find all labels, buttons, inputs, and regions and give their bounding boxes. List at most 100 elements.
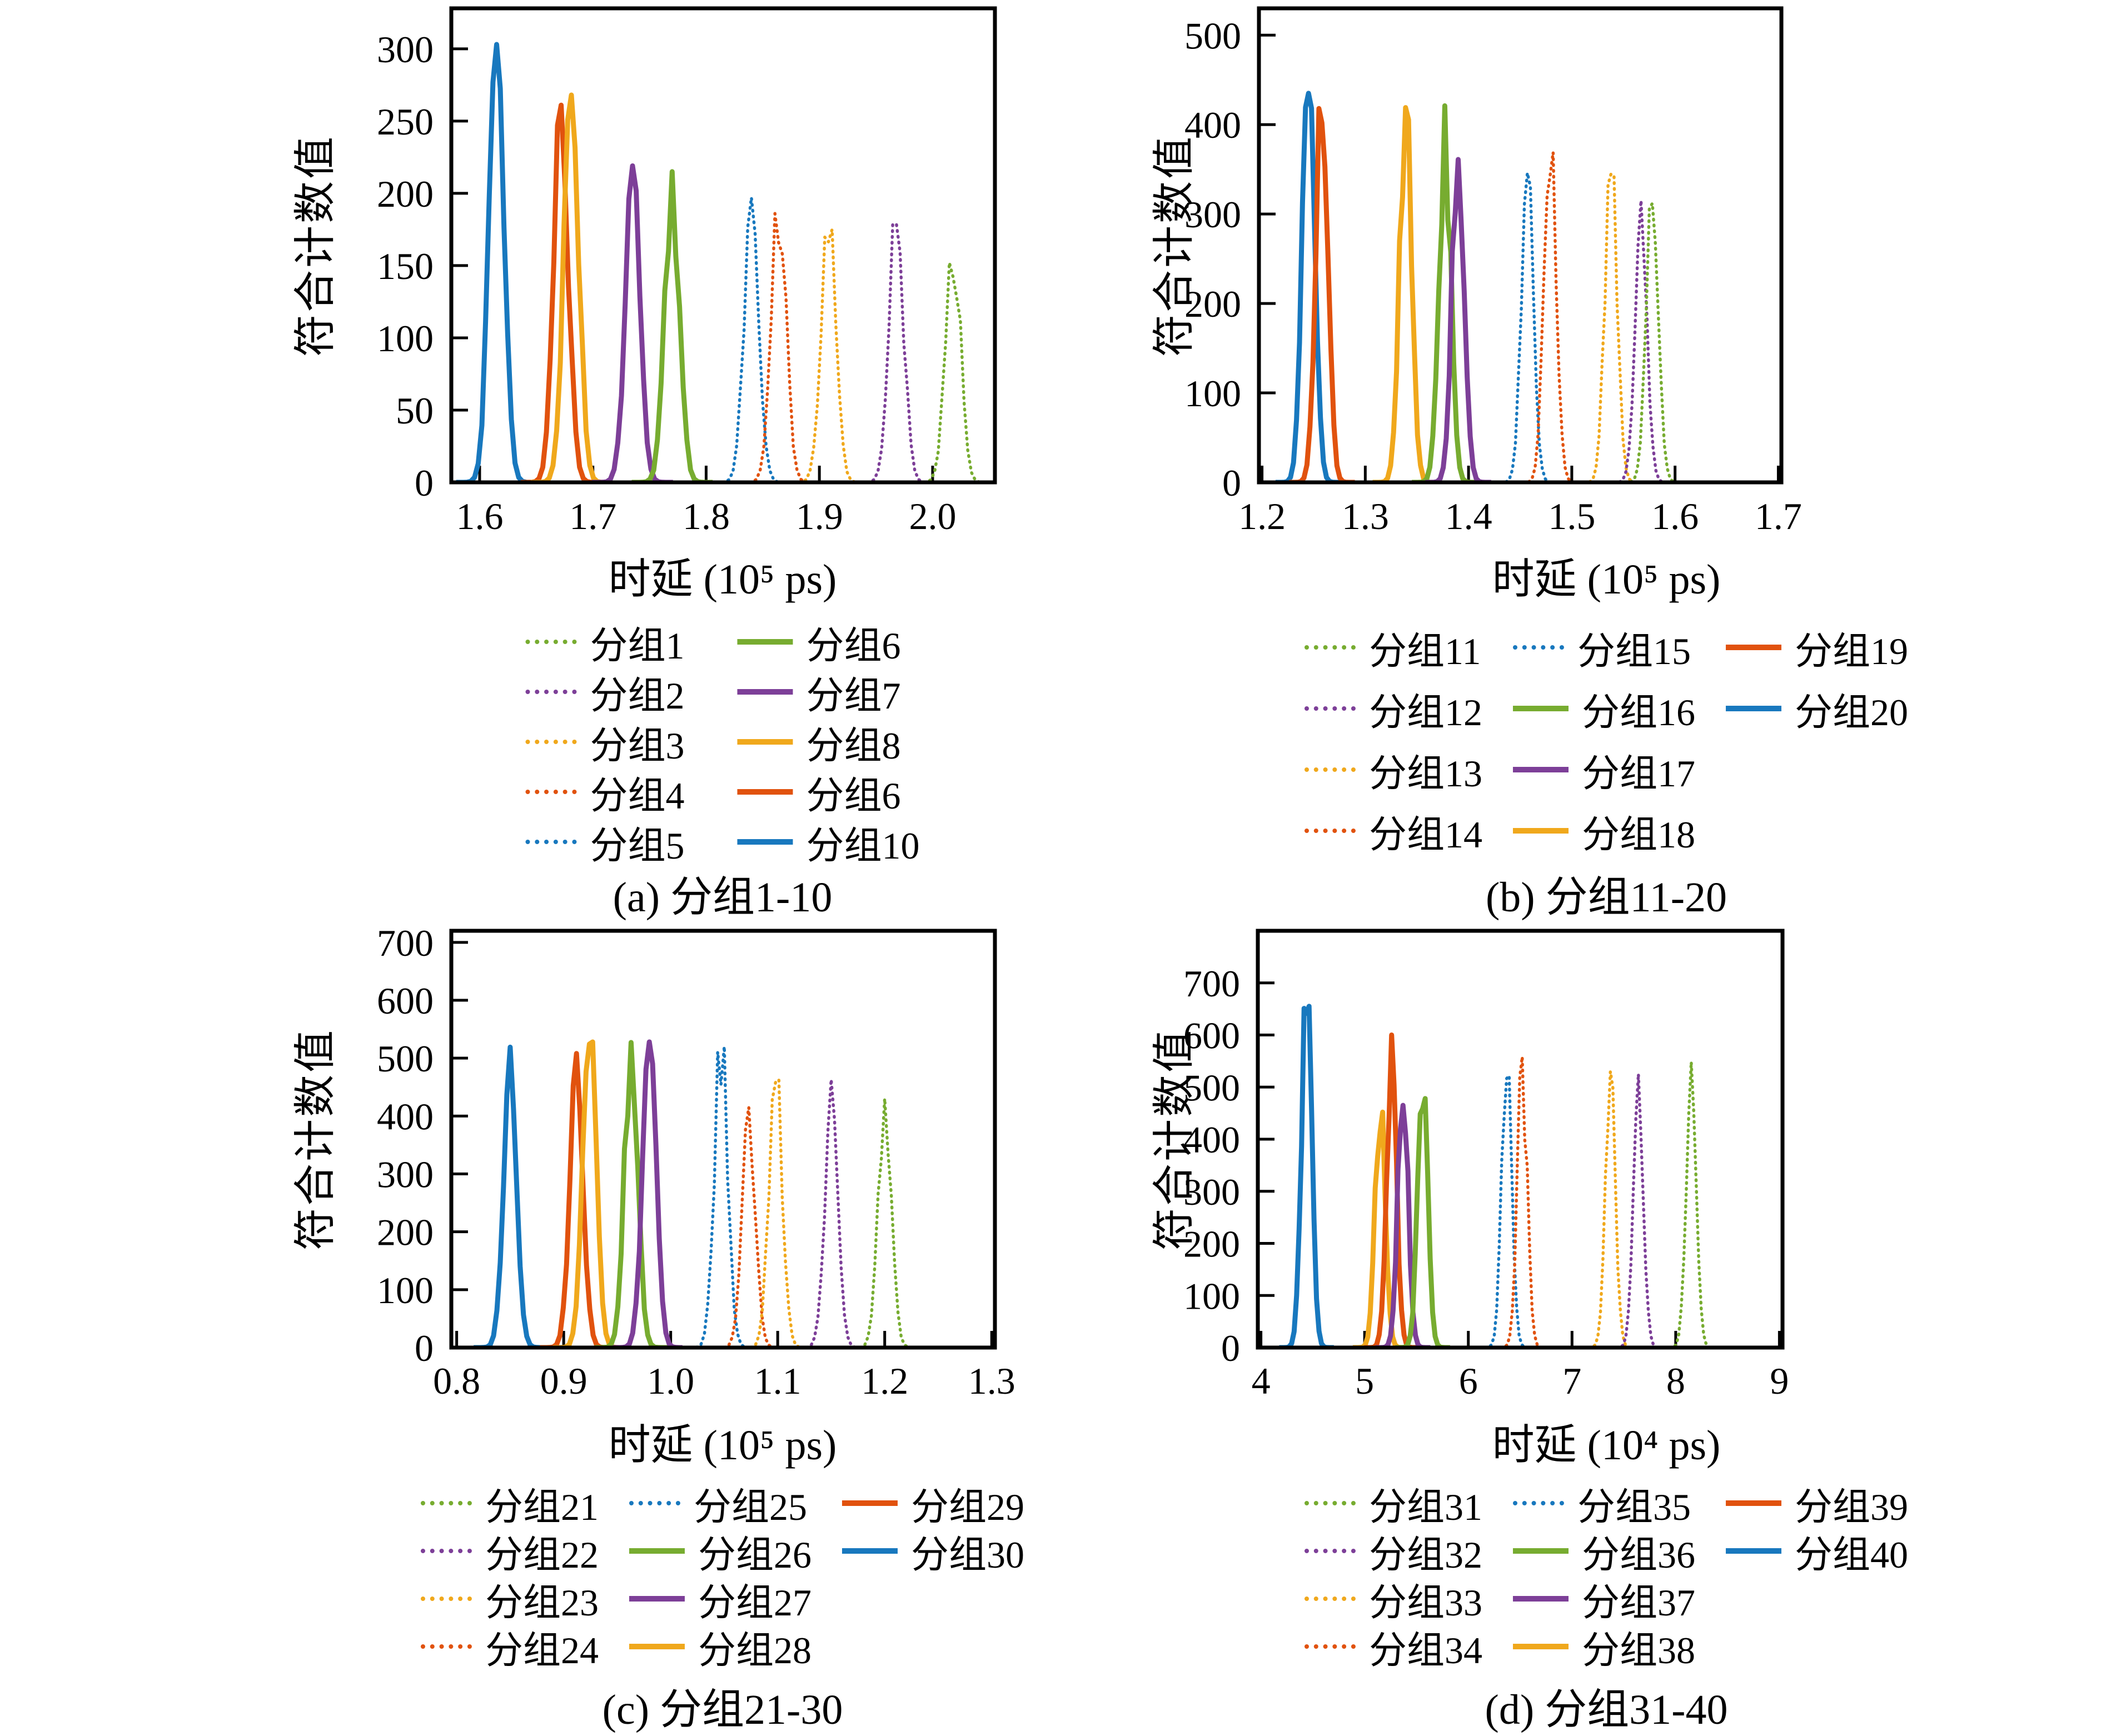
legend-solid-line-swatch: [842, 1500, 898, 1506]
legend-solid-line-swatch: [737, 839, 793, 845]
y-tick-label: 0: [1221, 1327, 1240, 1369]
legend-label: 分组7: [806, 674, 901, 717]
legend-item: 分组37: [1512, 1575, 1695, 1624]
legend-label: 分组28: [698, 1629, 812, 1672]
y-tick-label: 150: [377, 245, 434, 287]
legend-label: 分组5: [590, 824, 685, 867]
series-curve-分组34-orange: [1493, 1055, 1551, 1348]
legend-item: 分组6: [737, 767, 920, 817]
y-tick-label: 300: [1184, 193, 1241, 236]
legend-solid-line-swatch: [737, 639, 793, 645]
chart-b-xlabel: 时延 (10⁵ ps): [1492, 556, 1721, 603]
y-tick-label: 700: [1183, 962, 1240, 1005]
legend-item: 分组39: [1726, 1479, 1908, 1528]
chart-b-canvas: 1.2 1.3 1.4 1.5 1.6 1.7 0 100 200 300 400 500: [1184, 6, 1802, 537]
series-curve-分组3-yellow: [786, 228, 871, 482]
legend-label: 分组33: [1368, 1581, 1482, 1624]
legend-dotted-line-swatch: [420, 1597, 472, 1601]
legend-label: 分组10: [806, 824, 920, 867]
legend-label: 分组36: [1581, 1533, 1696, 1576]
legend-label: 分组12: [1368, 691, 1482, 734]
legend-item: 分组11: [1304, 617, 1482, 678]
x-tick-label: 1.3: [968, 1360, 1015, 1402]
legend-column: 分组6 分组7 分组8 分组6 分组10: [737, 617, 920, 867]
series-curve-分组25-blue: [683, 1045, 756, 1348]
series-curve-分组4-orange: [736, 212, 821, 482]
legend-label: 分组18: [1581, 813, 1696, 856]
legend-dotted-line-swatch: [1304, 829, 1356, 833]
series-curve-分组32-purple: [1609, 1072, 1667, 1348]
legend-item: 分组25: [629, 1479, 811, 1528]
legend-column: 分组29 分组30: [842, 1479, 1025, 1576]
legend-label: 分组23: [485, 1581, 599, 1624]
legend-label: 分组26: [698, 1533, 812, 1576]
x-tick-label: 1.1: [754, 1360, 801, 1402]
chart-a-ylabel: 符合计数值: [292, 134, 339, 357]
chart-c-canvas: 0.8 0.9 1.0 1.1 1.2 1.3 0 100 200 300 400 500 600 700: [377, 922, 1015, 1402]
legend-item: 分组31: [1304, 1479, 1482, 1528]
legend-item: 分组15: [1512, 617, 1695, 678]
legend-dotted-line-swatch: [1512, 1501, 1564, 1505]
panel-d: 4 5 6 7 8 9 0 100 200 300 400 500 600 700 符合计数值 时延 (1…: [1050, 917, 2101, 1733]
y-tick-label: 0: [1222, 462, 1241, 504]
legend-item: 分组35: [1512, 1479, 1695, 1528]
y-tick-label: 200: [377, 173, 434, 215]
series-curve-分组7-purple: [592, 163, 673, 482]
legend-label: 分组8: [806, 724, 901, 767]
legend-label: 分组14: [1368, 813, 1482, 856]
y-tick-label: 600: [377, 980, 434, 1022]
legend-label: 分组6: [806, 774, 901, 817]
series-curve-分组1-green: [911, 261, 995, 482]
y-tick-label: 200: [377, 1211, 434, 1254]
series-curve-分组14-orange: [1515, 151, 1585, 482]
legend-label: 分组11: [1368, 630, 1481, 672]
legend-dotted-line-swatch: [1304, 706, 1356, 711]
legend-solid-line-swatch: [629, 1548, 685, 1554]
legend-label: 分组39: [1795, 1485, 1909, 1528]
legend-solid-line-swatch: [1512, 1596, 1569, 1602]
legend-item: 分组26: [629, 1527, 811, 1576]
legend-dotted-line-swatch: [1304, 1501, 1356, 1505]
x-tick-label: 2.0: [909, 495, 956, 537]
legend-column: 分组39 分组40: [1726, 1479, 1908, 1576]
series-curve-分组21-green: [847, 1097, 920, 1348]
chart-d-legend: 分组31 分组32 分组33 分组34 分组35 分组36 分组37 分组38 分组39 分组40: [1304, 1479, 1908, 1672]
legend-label: 分组32: [1368, 1533, 1482, 1576]
y-tick-label: 0: [415, 1327, 434, 1369]
legend-label: 分组31: [1368, 1485, 1482, 1528]
legend-dotted-line-swatch: [1304, 1644, 1356, 1649]
x-tick-label: 1.9: [796, 495, 843, 537]
legend-column: 分组11 分组12 分组13 分组14: [1304, 617, 1482, 861]
legend-label: 分组21: [485, 1485, 599, 1528]
legend-item: 分组21: [420, 1479, 599, 1528]
y-tick-label: 500: [1184, 14, 1241, 57]
legend-item: 分组30: [842, 1527, 1024, 1576]
legend-label: 分组37: [1581, 1581, 1696, 1624]
legend-solid-line-swatch: [1512, 767, 1569, 772]
legend-dotted-line-swatch: [1512, 645, 1564, 650]
legend-item: 分组7: [737, 667, 920, 717]
legend-label: 分组29: [911, 1485, 1025, 1528]
legend-column: 分组15 分组16 分组17 分组18: [1512, 617, 1696, 861]
legend-dotted-line-swatch: [525, 790, 577, 794]
legend-item: 分组1: [525, 617, 685, 667]
legend-dotted-line-swatch: [1304, 1549, 1356, 1553]
chart-b-ylabel: 符合计数值: [1151, 134, 1198, 357]
legend-item: 分组3: [525, 717, 685, 767]
legend-solid-line-swatch: [629, 1596, 685, 1602]
legend-solid-line-swatch: [1512, 1644, 1569, 1649]
y-tick-label: 300: [377, 28, 434, 71]
x-tick-label: 4: [1252, 1360, 1271, 1402]
chart-a-caption: (a) 分组1-10: [613, 874, 833, 921]
series-curve-分组24-orange: [710, 1105, 784, 1348]
legend-label: 分组15: [1577, 630, 1691, 672]
legend-solid-line-swatch: [1726, 1548, 1782, 1554]
y-tick-label: 400: [1184, 104, 1241, 146]
legend-dotted-line-swatch: [420, 1549, 472, 1553]
legend-solid-line-swatch: [842, 1548, 898, 1554]
y-tick-label: 500: [1183, 1066, 1240, 1109]
legend-column: 分组21 分组22 分组23 分组24: [420, 1479, 599, 1672]
legend-label: 分组20: [1795, 691, 1909, 734]
series-curve-分组10-blue: [456, 42, 537, 482]
y-tick-label: 400: [377, 1095, 434, 1138]
